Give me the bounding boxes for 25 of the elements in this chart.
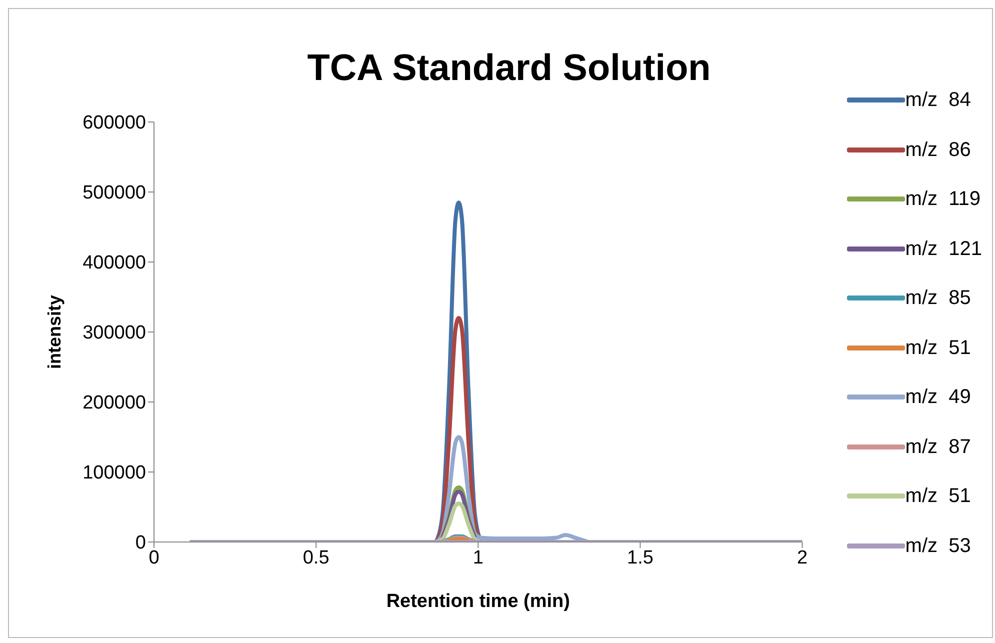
x-tick-label: 1.5 <box>627 547 654 568</box>
legend-label: m/z 51 <box>905 484 971 510</box>
y-tick-label: 300000 <box>82 322 146 344</box>
legend-label: m/z 86 <box>905 138 971 163</box>
legend-label: m/z 84 <box>905 88 971 114</box>
x-axis-title: Retention time (min) <box>386 591 570 612</box>
legend-label: m/z 85 <box>905 286 971 312</box>
legend-label: m/z 121 <box>905 236 982 262</box>
y-tick-label: 400000 <box>82 252 146 274</box>
legend-label: m/z 87 <box>905 434 971 460</box>
y-axis-title: intensity <box>44 294 64 370</box>
legend-label: m/z 53 <box>905 534 971 559</box>
x-tick-label: 2 <box>797 547 808 568</box>
y-tick-label: 200000 <box>82 392 146 414</box>
x-tick-label: 0.5 <box>302 547 330 568</box>
legend-label: m/z 51 <box>905 336 971 361</box>
y-tick-label: 600000 <box>82 112 146 134</box>
x-tick-label: 0 <box>148 547 160 568</box>
y-tick-label: 500000 <box>82 182 146 204</box>
y-tick-label: 0 <box>135 532 146 554</box>
legend-label: m/z 119 <box>905 187 981 212</box>
legend-label: m/z 49 <box>905 385 971 410</box>
x-tick-label: 1 <box>472 547 484 568</box>
chart-title: TCA Standard Solution <box>306 47 712 89</box>
y-tick-label: 100000 <box>82 462 146 484</box>
